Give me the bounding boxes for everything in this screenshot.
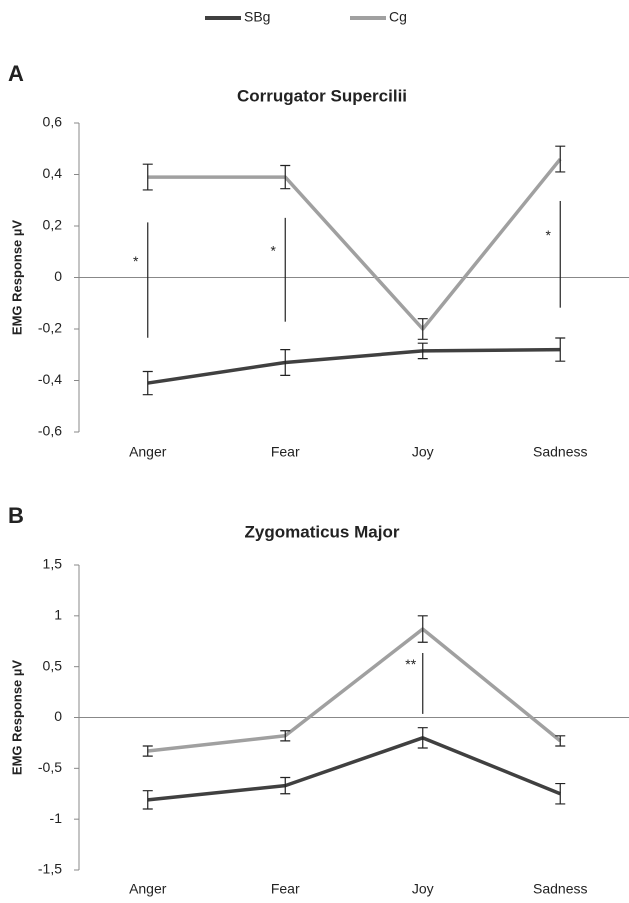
series-line <box>147 627 562 753</box>
y-axis-label: EMG Response µV <box>9 660 24 775</box>
error-bar <box>555 145 566 173</box>
error-bar <box>555 782 566 805</box>
x-tick-label: Anger <box>129 444 167 460</box>
panel-label: A <box>8 61 24 86</box>
y-axis-label: EMG Response µV <box>9 220 24 335</box>
error-bar <box>142 790 153 810</box>
y-tick-label: 1,5 <box>43 556 63 572</box>
y-tick-label: -1,5 <box>38 861 62 877</box>
y-tick-label: 0,6 <box>43 114 63 130</box>
error-bar <box>555 337 566 362</box>
error-bar <box>142 370 153 396</box>
x-tick-label: Joy <box>412 881 434 897</box>
x-tick-label: Joy <box>412 444 434 460</box>
series-line <box>147 736 561 802</box>
series-line <box>147 347 561 385</box>
panel-label: B <box>8 503 24 528</box>
chart-title: Corrugator Supercilii <box>237 86 407 105</box>
y-tick-label: -0,2 <box>38 320 62 336</box>
legend-label: SBg <box>244 9 270 25</box>
y-tick-label: 0,4 <box>43 165 63 181</box>
y-tick-label: 0,2 <box>43 217 63 233</box>
y-tick-label: 0,5 <box>43 657 63 673</box>
significance-label: * <box>546 227 552 243</box>
x-tick-label: Fear <box>271 444 300 460</box>
significance-label: * <box>133 253 139 269</box>
x-tick-label: Anger <box>129 881 167 897</box>
y-tick-label: -0,5 <box>38 759 62 775</box>
error-bar <box>555 735 566 747</box>
legend-label: Cg <box>389 9 407 25</box>
error-bar <box>280 349 291 376</box>
x-tick-label: Sadness <box>533 881 587 897</box>
significance-label: * <box>271 242 277 258</box>
y-tick-label: -0,4 <box>38 371 62 387</box>
x-tick-label: Fear <box>271 881 300 897</box>
error-bar <box>280 730 291 742</box>
y-tick-label: 0 <box>54 268 62 284</box>
chart-title: Zygomaticus Major <box>245 522 400 541</box>
error-bar <box>417 342 428 360</box>
error-bar <box>280 776 291 795</box>
error-bar <box>417 727 428 749</box>
error-bar <box>417 615 428 643</box>
error-bar <box>280 164 291 190</box>
error-bar <box>142 745 153 757</box>
y-tick-label: 0 <box>54 708 62 724</box>
y-tick-label: 1 <box>54 607 62 623</box>
x-tick-label: Sadness <box>533 444 587 460</box>
error-bar <box>142 163 153 191</box>
y-tick-label: -1 <box>50 810 63 826</box>
series-line <box>147 157 562 331</box>
significance-label: ** <box>405 656 416 672</box>
y-tick-label: -0,6 <box>38 423 62 439</box>
error-bar <box>417 318 428 340</box>
